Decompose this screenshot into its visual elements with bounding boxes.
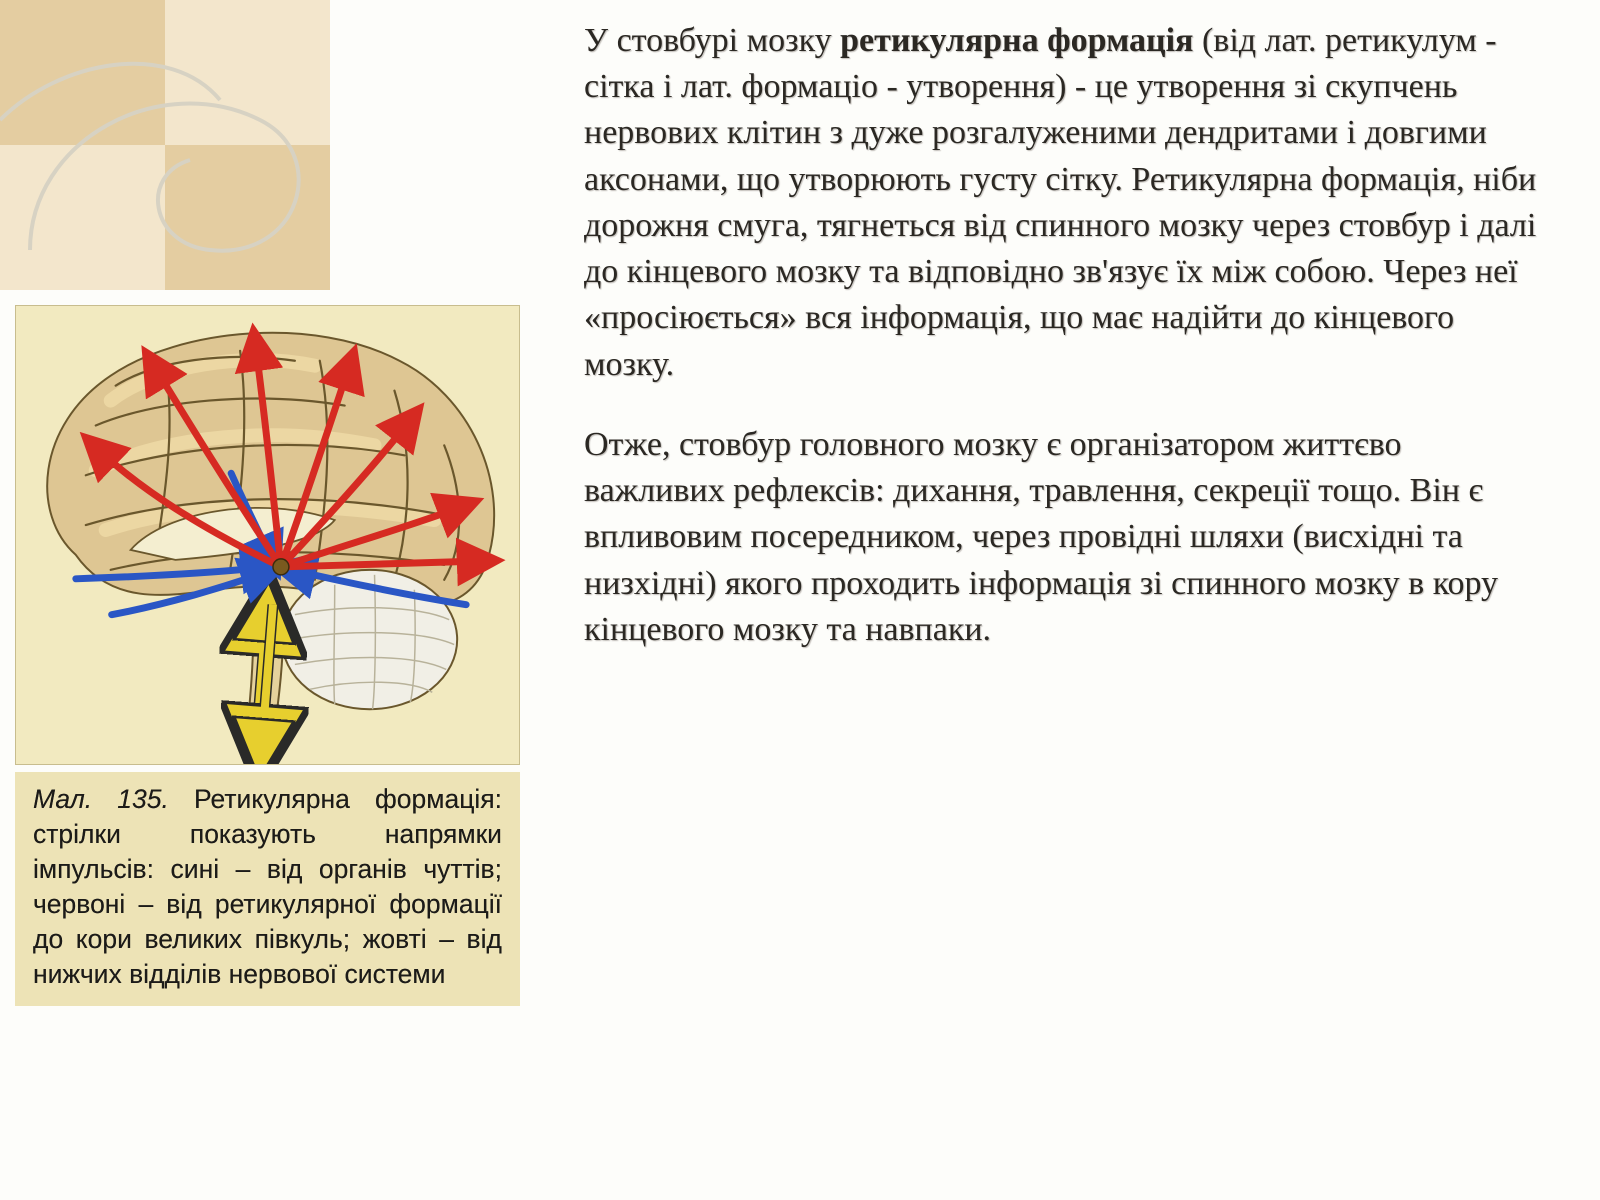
paragraph-1: У стовбурі мозку ретикулярна формація (в…: [584, 18, 1544, 388]
corner-decoration: [0, 0, 330, 290]
cerebellum-shape: [282, 570, 457, 709]
p1-rest: (від лат. ретикулум - сітка і лат. форма…: [584, 22, 1536, 383]
p1-term-bold: ретикулярна формація: [840, 22, 1193, 59]
reticular-origin-dot: [273, 559, 289, 575]
caption-prefix: Мал. 135.: [33, 784, 169, 814]
corner-swirl-icon: [0, 0, 330, 290]
body-text: У стовбурі мозку ретикулярна формація (в…: [584, 18, 1544, 687]
paragraph-2: Отже, стовбур головного мозку є організа…: [584, 422, 1544, 653]
caption-text: Ретикулярна формація: стрілки показують …: [33, 784, 502, 989]
p1-lead: У стовбурі мозку: [584, 22, 840, 59]
figure: Мал. 135. Ретикулярна формація: стрілки …: [15, 305, 520, 1006]
figure-caption: Мал. 135. Ретикулярна формація: стрілки …: [15, 772, 520, 1006]
brain-diagram: [15, 305, 520, 765]
